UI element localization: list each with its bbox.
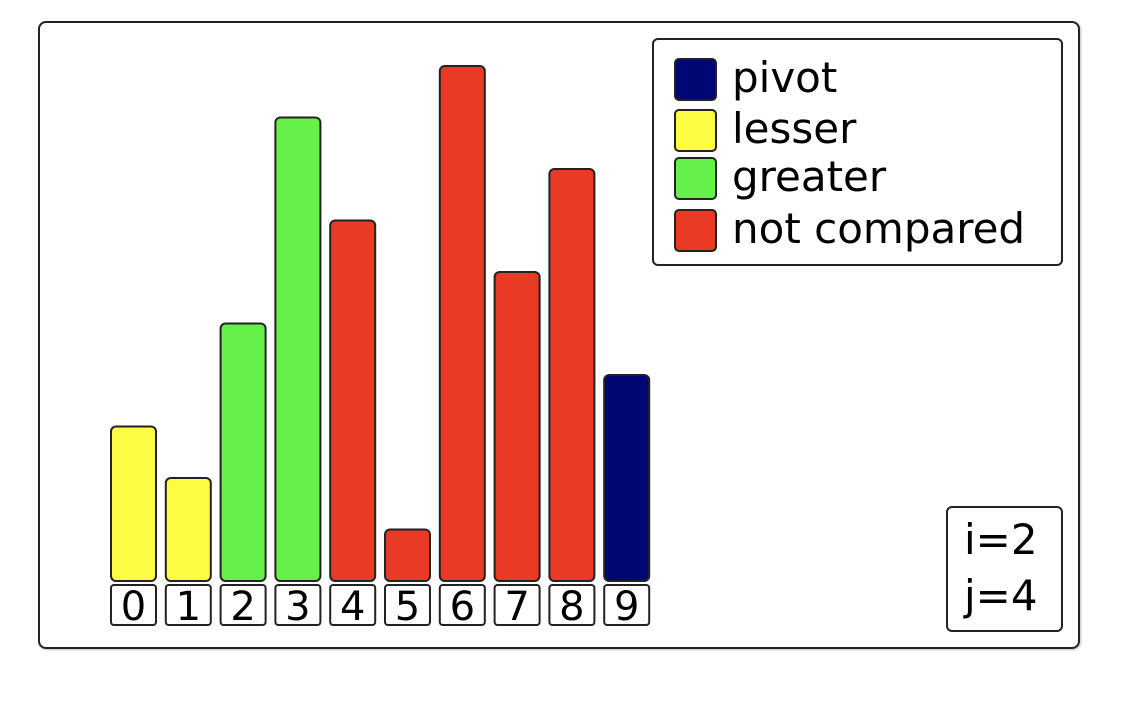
legend-swatch-lesser — [674, 109, 717, 152]
index-label-text-0: 0 — [121, 584, 146, 630]
index-label-text-6: 6 — [450, 584, 475, 630]
index-label-box-9 — [603, 584, 651, 626]
index-counters-box: i=2 j=4 — [946, 506, 1063, 632]
index-label-box-4 — [329, 584, 377, 626]
index-label-text-9: 9 — [614, 584, 639, 630]
index-label-box-5 — [384, 584, 431, 626]
index-label-box-8 — [548, 584, 596, 626]
legend-swatch-not-compared — [674, 209, 717, 252]
index-label-3: 3 — [274, 584, 322, 630]
index-label-4: 4 — [329, 584, 377, 630]
index-label-text-5: 5 — [395, 584, 420, 630]
bar-6 — [438, 65, 486, 582]
index-label-6: 6 — [438, 584, 486, 630]
index-label-text-2: 2 — [230, 584, 255, 630]
counter-j: j=4 — [964, 571, 1038, 620]
bar-4 — [329, 219, 377, 582]
bars-group — [110, 65, 651, 582]
legend-label-not-compared: not compared — [732, 204, 1026, 253]
index-label-8: 8 — [548, 584, 596, 630]
legend: pivot lesser greater not compared — [652, 38, 1063, 266]
legend-item-pivot: pivot — [674, 53, 1064, 106]
legend-label-pivot: pivot — [732, 53, 838, 102]
bar-8 — [548, 168, 596, 582]
bar-3 — [274, 116, 322, 582]
index-label-9: 9 — [603, 584, 651, 630]
counter-i: i=2 — [964, 515, 1038, 564]
index-label-text-4: 4 — [340, 584, 365, 630]
index-label-text-8: 8 — [559, 584, 584, 630]
index-label-box-0 — [110, 584, 157, 626]
index-label-box-1 — [164, 584, 212, 626]
bar-9 — [603, 374, 651, 582]
index-label-5: 5 — [384, 584, 431, 630]
bar-7 — [493, 271, 541, 582]
legend-swatch-pivot — [674, 58, 717, 101]
legend-label-lesser: lesser — [732, 104, 857, 153]
index-label-7: 7 — [493, 584, 541, 630]
legend-swatch-greater — [674, 157, 717, 200]
index-label-box-6 — [438, 584, 486, 626]
index-label-text-1: 1 — [176, 584, 201, 630]
index-label-box-3 — [274, 584, 322, 626]
legend-label-greater: greater — [732, 152, 887, 201]
legend-item-greater: greater — [674, 152, 1064, 205]
legend-item-not-compared: not compared — [674, 204, 1064, 257]
legend-item-lesser: lesser — [674, 104, 1064, 157]
index-label-2: 2 — [219, 584, 267, 630]
bar-5 — [384, 528, 431, 582]
index-label-1: 1 — [164, 584, 212, 630]
bar-1 — [164, 477, 212, 582]
bar-0 — [110, 425, 157, 582]
index-label-text-3: 3 — [285, 584, 310, 630]
index-label-text-7: 7 — [504, 584, 529, 630]
index-label-box-2 — [219, 584, 267, 626]
index-label-0: 0 — [110, 584, 157, 630]
index-label-box-7 — [493, 584, 541, 626]
bar-2 — [219, 322, 267, 582]
